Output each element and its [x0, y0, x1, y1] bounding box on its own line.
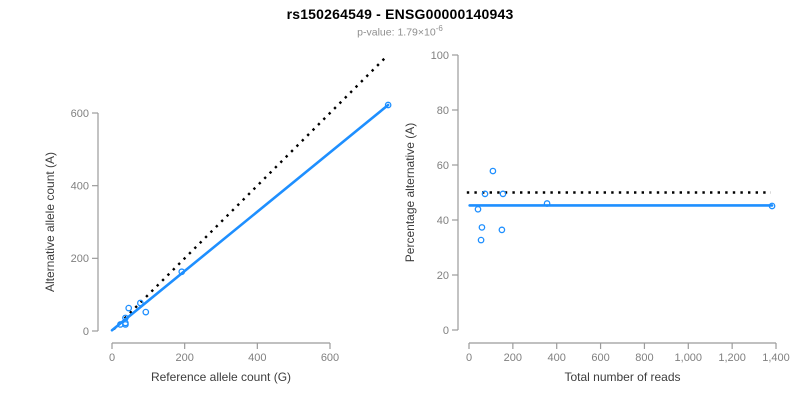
- data-point: [122, 314, 129, 322]
- x-tick-label: 0: [109, 352, 115, 364]
- fit-line: [110, 103, 390, 332]
- data-point: [125, 304, 133, 312]
- x-tick-label: 1,000: [675, 352, 703, 364]
- x-axis-title: Reference allele count (G): [151, 370, 291, 384]
- dotted-reference-line: [112, 57, 386, 331]
- data-point: [498, 226, 506, 234]
- data-point: [178, 268, 186, 276]
- y-tick-label: 0: [443, 325, 449, 337]
- x-tick-label: 600: [321, 352, 339, 364]
- x-tick-label: 1,400: [762, 352, 790, 364]
- y-tick-label: 600: [71, 108, 89, 120]
- x-tick-label: 200: [504, 352, 522, 364]
- y-tick-label: 40: [437, 215, 449, 227]
- data-point: [768, 202, 776, 210]
- figure-subtitle-pvalue: p-value: 1.79×10-6: [0, 24, 800, 39]
- data-point: [499, 190, 507, 198]
- data-point: [489, 167, 497, 175]
- figure-title: rs150264549 - ENSG00000140943: [286, 6, 514, 22]
- y-tick-label: 100: [431, 50, 449, 62]
- y-axis-title: Alternative allele count (A): [43, 152, 57, 292]
- y-tick-label: 20: [437, 270, 449, 282]
- data-point: [384, 101, 392, 109]
- y-tick-label: 400: [71, 180, 89, 192]
- x-tick-label: 200: [175, 352, 193, 364]
- data-point: [474, 205, 482, 213]
- x-tick-label: 400: [248, 352, 266, 364]
- x-tick-label: 400: [548, 352, 566, 364]
- x-axis-title: Total number of reads: [564, 370, 680, 384]
- y-tick-label: 60: [437, 160, 449, 172]
- y-axis-title: Percentage alternative (A): [403, 123, 417, 262]
- pvalue-text: p-value: 1.79×10: [357, 26, 436, 39]
- y-tick-label: 0: [83, 326, 89, 338]
- data-point: [543, 200, 551, 207]
- x-tick-label: 800: [635, 352, 653, 364]
- data-point: [142, 308, 150, 316]
- data-point: [136, 299, 144, 307]
- y-tick-label: 200: [71, 253, 89, 265]
- right-plot-percentage-alternative: 0 20 40 60 80 100 0 200 400 600 800 1,000 1,200 1,400…: [403, 50, 790, 384]
- data-point: [477, 236, 485, 244]
- data-point: [481, 190, 489, 198]
- pvalue-exponent: -6: [435, 24, 443, 33]
- x-tick-label: 1,200: [718, 352, 746, 364]
- left-plot-allele-counts: 0 200 400 600 0 200 400 600 Reference allele cou…: [43, 57, 392, 384]
- y-tick-label: 80: [437, 105, 449, 117]
- x-tick-label: 600: [591, 352, 609, 364]
- x-tick-label: 0: [466, 352, 472, 364]
- data-point: [478, 224, 486, 231]
